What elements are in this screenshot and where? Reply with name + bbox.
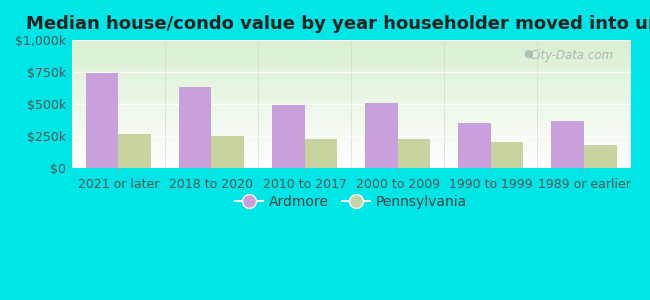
Text: City-Data.com: City-Data.com	[530, 49, 614, 62]
Bar	[458, 123, 491, 168]
Title: Median house/condo value by year householder moved into unit: Median house/condo value by year househo…	[27, 15, 650, 33]
Bar	[211, 136, 244, 168]
Bar	[86, 73, 118, 168]
Bar	[272, 105, 305, 168]
Bar	[584, 145, 617, 168]
Bar	[118, 134, 151, 168]
Bar	[491, 142, 523, 168]
Bar	[365, 103, 398, 168]
Legend: Ardmore, Pennsylvania: Ardmore, Pennsylvania	[229, 190, 473, 215]
Text: ●: ●	[523, 49, 533, 59]
Bar	[305, 139, 337, 168]
Bar	[551, 121, 584, 168]
Bar	[179, 87, 211, 168]
Bar	[398, 139, 430, 168]
